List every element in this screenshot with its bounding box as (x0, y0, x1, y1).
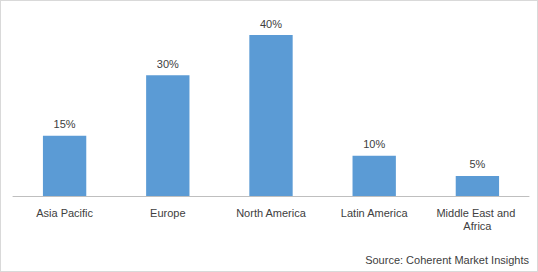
svg-text:Latin America: Latin America (341, 207, 409, 219)
svg-text:30%: 30% (157, 58, 179, 70)
svg-text:Europe: Europe (150, 207, 185, 219)
svg-text:5%: 5% (469, 158, 485, 170)
svg-text:Africa: Africa (463, 220, 492, 232)
svg-text:North America: North America (236, 207, 307, 219)
svg-text:Asia Pacific: Asia Pacific (36, 207, 93, 219)
svg-text:15%: 15% (54, 118, 76, 130)
svg-text:Source: Coherent Market Insigh: Source: Coherent Market Insights (365, 254, 529, 266)
svg-text:Middle East and: Middle East and (436, 207, 518, 219)
svg-text:40%: 40% (260, 18, 282, 30)
svg-text:10%: 10% (363, 138, 385, 150)
